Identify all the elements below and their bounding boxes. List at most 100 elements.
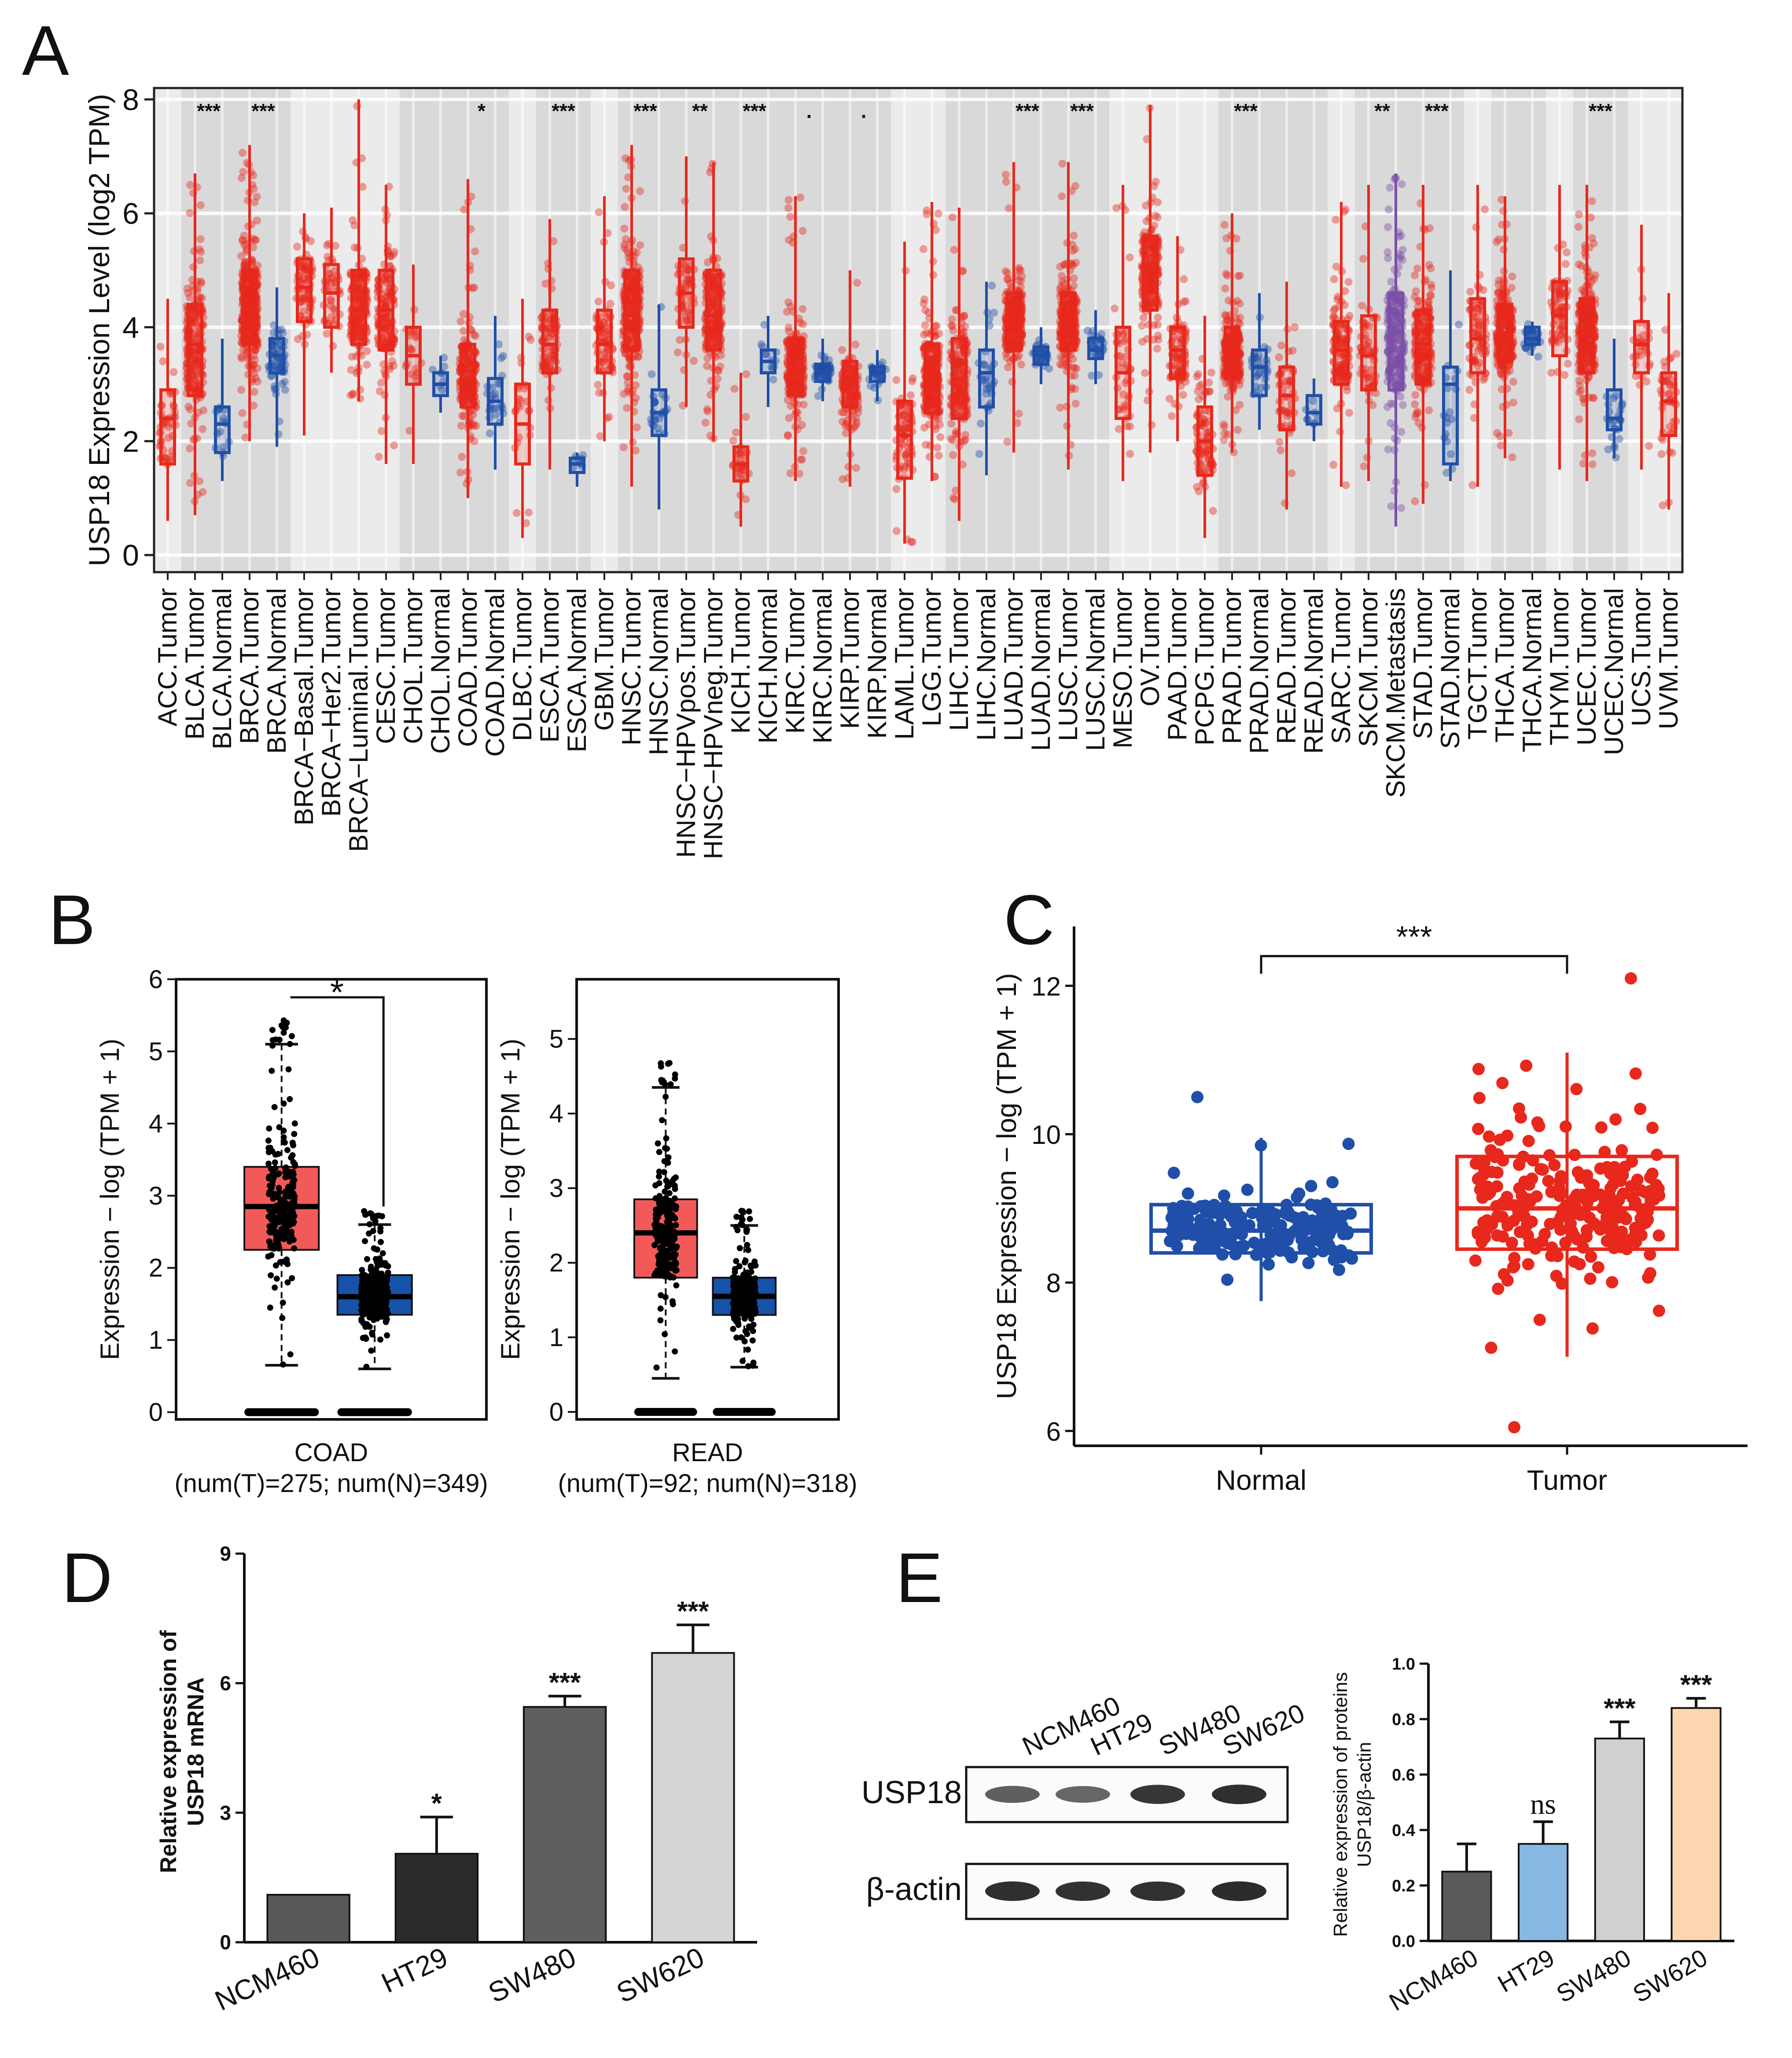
data-point bbox=[947, 419, 956, 428]
shaded-band-chol bbox=[400, 88, 454, 572]
data-point bbox=[1193, 372, 1201, 381]
data-point bbox=[471, 247, 479, 256]
data-point bbox=[716, 363, 725, 371]
data-point bbox=[197, 279, 205, 287]
data-point bbox=[622, 235, 630, 243]
data-point bbox=[245, 320, 254, 329]
panel-label-e: E bbox=[896, 1538, 943, 1617]
data-point bbox=[187, 419, 195, 428]
data-point bbox=[921, 321, 929, 329]
data-point bbox=[190, 316, 199, 324]
data-point bbox=[975, 450, 983, 458]
data-point bbox=[1005, 204, 1013, 213]
box-ACC.Tumor bbox=[159, 298, 176, 521]
data-point bbox=[191, 309, 199, 318]
data-point bbox=[240, 241, 248, 249]
data-point bbox=[486, 429, 494, 437]
data-point bbox=[247, 331, 255, 339]
data-point bbox=[1220, 423, 1229, 431]
data-point bbox=[786, 469, 795, 478]
data-point bbox=[703, 362, 711, 370]
data-point bbox=[1141, 369, 1149, 377]
data-point bbox=[184, 402, 193, 411]
data-point bbox=[935, 452, 943, 460]
data-point bbox=[166, 456, 175, 464]
data-point bbox=[948, 315, 956, 323]
data-point bbox=[908, 377, 916, 386]
shaded-band-kich bbox=[727, 88, 782, 572]
box-iqr bbox=[159, 388, 176, 466]
data-point bbox=[633, 248, 641, 257]
data-point bbox=[250, 185, 258, 193]
data-point bbox=[977, 419, 985, 428]
data-point bbox=[1058, 159, 1067, 168]
data-point bbox=[1236, 272, 1244, 280]
data-point bbox=[164, 434, 173, 442]
data-point bbox=[245, 310, 253, 319]
data-point bbox=[247, 277, 255, 285]
data-point bbox=[349, 216, 357, 224]
data-point bbox=[193, 333, 201, 341]
data-point bbox=[249, 361, 258, 370]
data-point bbox=[166, 453, 174, 461]
data-point bbox=[242, 300, 250, 309]
data-point bbox=[246, 317, 254, 326]
data-point bbox=[244, 311, 252, 320]
data-point bbox=[933, 443, 942, 452]
data-point bbox=[596, 432, 604, 441]
data-point bbox=[1126, 422, 1134, 430]
data-point bbox=[1015, 410, 1023, 418]
data-point bbox=[921, 306, 930, 314]
data-point bbox=[544, 396, 552, 404]
data-point bbox=[159, 357, 167, 365]
data-point bbox=[245, 293, 254, 301]
data-point bbox=[190, 368, 199, 376]
data-point bbox=[1221, 284, 1229, 293]
data-point bbox=[250, 356, 259, 364]
data-point bbox=[1058, 277, 1066, 286]
shaded-band-stad bbox=[1409, 88, 1464, 572]
data-point bbox=[701, 419, 710, 427]
data-point bbox=[950, 495, 959, 503]
shaded-band-thca bbox=[1491, 88, 1546, 572]
data-point bbox=[191, 377, 200, 385]
data-point bbox=[241, 259, 250, 268]
data-point bbox=[893, 527, 901, 535]
data-point bbox=[248, 294, 257, 302]
data-point bbox=[1224, 393, 1232, 401]
data-point bbox=[1180, 275, 1188, 283]
data-point bbox=[323, 241, 331, 250]
shaded-band-lihc bbox=[946, 88, 1000, 572]
shaded-band-kirc bbox=[782, 88, 836, 572]
data-point bbox=[293, 243, 302, 251]
data-point bbox=[648, 370, 656, 379]
data-point bbox=[471, 332, 480, 340]
data-point bbox=[186, 405, 194, 414]
data-point bbox=[526, 336, 535, 344]
data-point bbox=[787, 402, 795, 410]
data-point bbox=[732, 428, 740, 437]
data-point bbox=[191, 386, 200, 394]
box-iqr bbox=[896, 400, 913, 480]
data-point bbox=[197, 248, 205, 256]
data-point bbox=[193, 386, 201, 394]
data-point bbox=[906, 391, 915, 399]
box-iqr bbox=[1169, 326, 1186, 380]
data-point bbox=[198, 294, 206, 302]
data-point bbox=[253, 364, 261, 372]
data-point bbox=[936, 433, 945, 441]
data-point bbox=[1015, 264, 1023, 272]
data-point bbox=[988, 281, 996, 290]
data-point bbox=[852, 464, 860, 472]
data-point bbox=[247, 326, 255, 334]
data-point bbox=[594, 381, 602, 389]
data-point bbox=[240, 232, 248, 240]
data-point bbox=[244, 277, 253, 285]
data-point bbox=[1126, 450, 1134, 458]
data-point bbox=[250, 401, 258, 410]
data-point bbox=[796, 193, 805, 202]
data-point bbox=[456, 468, 465, 477]
data-point bbox=[1195, 382, 1203, 390]
data-point bbox=[458, 452, 466, 461]
data-point bbox=[1056, 353, 1065, 361]
